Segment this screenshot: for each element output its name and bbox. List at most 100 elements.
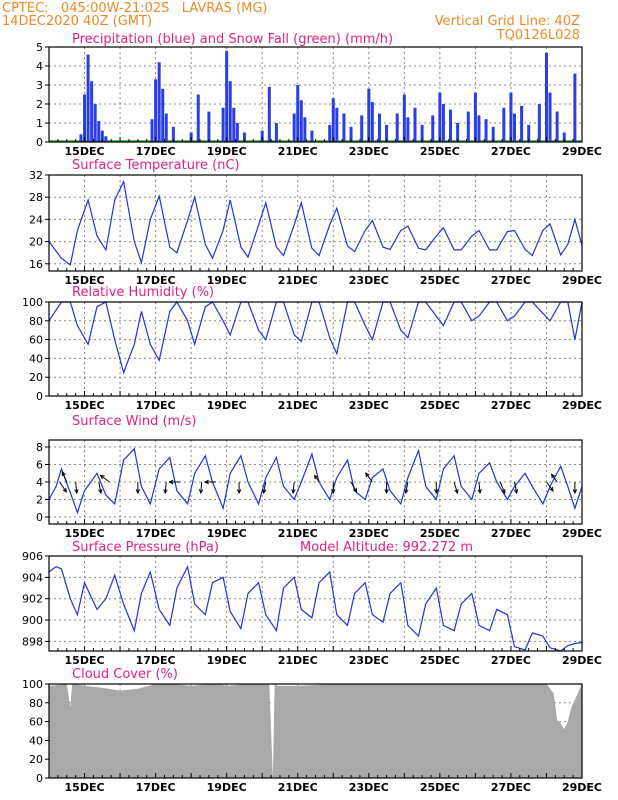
wind-arrow-head (135, 489, 141, 495)
wind-arrow-shaft (546, 481, 554, 492)
precip-bar (527, 124, 531, 142)
precip-bar (221, 107, 225, 142)
y-tick-label: 32 (29, 169, 43, 182)
y-tick-label: 0 (36, 772, 43, 785)
x-tick-label: 17DEC (136, 654, 176, 667)
wind-arrow-head (331, 489, 336, 495)
precip-bar (104, 136, 108, 142)
precip-bar (449, 109, 453, 142)
wind-arrow-head (98, 489, 103, 495)
x-tick-label: 29DEC (562, 274, 602, 287)
precip-bar (161, 88, 165, 142)
wind-arrow-shaft (59, 481, 67, 493)
y-tick-label: 1 (36, 117, 43, 130)
precip-bar (157, 62, 161, 143)
wind-arrow-head (198, 489, 204, 495)
precip-bar (395, 113, 399, 142)
precip-bar (242, 132, 246, 142)
wind-arrow-head (168, 479, 174, 485)
precip-bar (431, 115, 435, 142)
wind-arrow-head (262, 489, 267, 495)
wind-arrow-shaft (75, 481, 78, 494)
series-line (48, 300, 583, 375)
y-tick-label: 6 (36, 459, 43, 472)
y-tick-label: 40 (29, 352, 43, 365)
y-tick-label: 20 (29, 753, 43, 766)
wind-arrow-head (163, 489, 168, 495)
wind-arrow-shaft (292, 481, 295, 494)
precip-bar (171, 126, 175, 142)
panel-title: Surface Wind (m/s) (72, 414, 196, 429)
wind-arrow-head (236, 489, 242, 495)
wind-arrow-head (550, 473, 556, 479)
panel-frame (48, 174, 583, 272)
panel-annotation: Model Altitude: 992.272 m (300, 540, 473, 555)
x-tick-label: 19DEC (207, 527, 247, 540)
precip-bar (303, 117, 307, 142)
precip-bar (296, 85, 300, 142)
y-tick-label: 898 (22, 635, 43, 648)
x-tick-label: 21DEC (278, 781, 318, 794)
x-tick-label: 25DEC (420, 527, 460, 540)
y-tick-label: 4 (36, 60, 43, 73)
precip-bar (555, 111, 559, 142)
y-tick-label: 100 (22, 678, 43, 691)
x-tick-label: 21DEC (278, 399, 318, 412)
precip-bar (274, 123, 278, 142)
precip-bar (331, 98, 335, 142)
x-tick-label: 15DEC (65, 781, 105, 794)
x-tick-label: 29DEC (562, 654, 602, 667)
precip-bar (164, 113, 168, 142)
precip-bar (328, 124, 332, 142)
y-tick-label: 2 (36, 494, 43, 507)
wind-arrow-head (477, 489, 482, 495)
y-tick-label: 900 (22, 614, 43, 627)
x-tick-label: 27DEC (491, 781, 531, 794)
precip-bar (232, 107, 236, 142)
header-model-id: TQ0126L028 (496, 28, 580, 43)
y-tick-label: 24 (29, 213, 43, 226)
precip-bar (402, 94, 406, 142)
y-tick-label: 0 (36, 136, 43, 149)
precip-bar (456, 123, 460, 142)
wind-arrow-shaft (551, 474, 558, 483)
series-line (48, 447, 583, 515)
precip-bar (349, 126, 353, 142)
header-station: CPTEC: 045:00W-21:02S LAVRAS (MG) (2, 1, 268, 16)
precip-bar (484, 119, 488, 142)
precip-bar (299, 100, 303, 142)
x-tick-label: 25DEC (420, 781, 460, 794)
precip-bar (406, 117, 410, 142)
y-tick-label: 40 (29, 734, 43, 747)
y-tick-label: 100 (22, 296, 43, 309)
x-tick-label: 23DEC (349, 274, 389, 287)
wind-arrow-head (61, 471, 66, 477)
x-tick-label: 21DEC (278, 274, 318, 287)
x-tick-label: 19DEC (207, 145, 247, 158)
x-tick-label: 17DEC (136, 527, 176, 540)
precip-bar (225, 50, 229, 142)
precip-bar (537, 104, 541, 142)
wind-arrow-shaft (405, 481, 409, 494)
y-tick-label: 2 (36, 98, 43, 111)
panel-title: Surface Temperature (nC) (72, 158, 240, 173)
wind-arrow-head (572, 489, 578, 495)
precip-bar (260, 130, 264, 142)
x-tick-label: 29DEC (562, 399, 602, 412)
wind-arrow-shaft (61, 471, 68, 483)
y-tick-label: 80 (29, 697, 43, 710)
panel-title: Cloud Cover (%) (72, 667, 178, 682)
x-tick-label: 23DEC (349, 781, 389, 794)
wind-arrow-head (365, 472, 370, 478)
precip-bar (385, 124, 389, 142)
x-tick-label: 21DEC (278, 145, 318, 158)
panel-title: Surface Pressure (hPa) (72, 540, 219, 555)
y-tick-label: 20 (29, 236, 43, 249)
wind-arrow-shaft (453, 481, 458, 494)
precip-bar (150, 119, 154, 142)
wind-arrow-shaft (98, 481, 102, 494)
precip-bar (509, 92, 513, 142)
x-tick-label: 25DEC (420, 274, 460, 287)
wind-arrow-head (549, 486, 554, 492)
y-tick-label: 5 (36, 41, 43, 54)
